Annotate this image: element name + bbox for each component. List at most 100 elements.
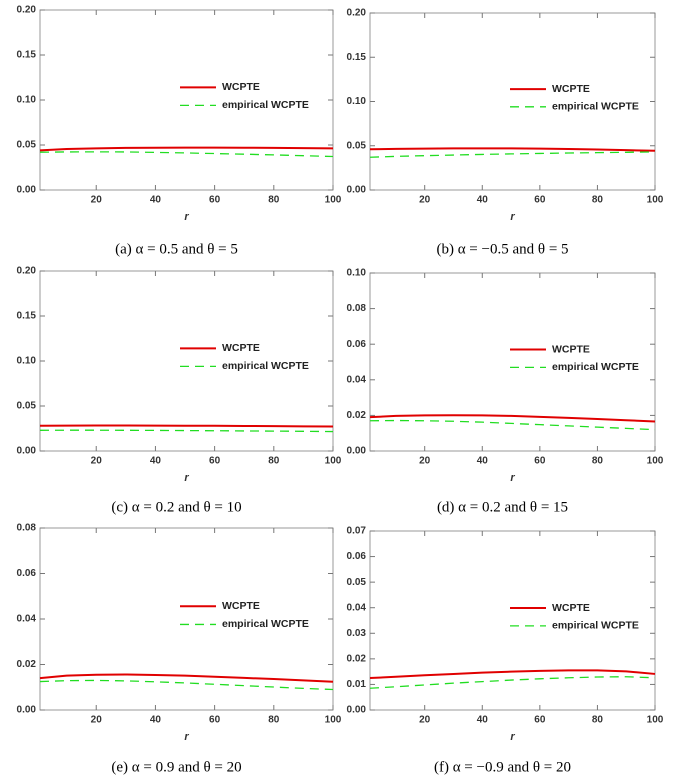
x-tick-label: 20 bbox=[419, 715, 431, 726]
legend-label: empirical WCPTE bbox=[552, 620, 639, 632]
y-tick-label: 0.00 bbox=[347, 185, 367, 196]
caption: (a) α = 0.5 and θ = 5 bbox=[115, 241, 238, 257]
y-tick-label: 0.06 bbox=[347, 339, 367, 350]
y-tick-label: 0.15 bbox=[347, 52, 367, 63]
y-tick-label: 0.10 bbox=[17, 95, 37, 106]
legend-label: WCPTE bbox=[222, 81, 260, 93]
y-tick-label: 0.00 bbox=[17, 446, 37, 457]
y-tick-label: 0.00 bbox=[347, 705, 367, 716]
x-tick-label: 100 bbox=[647, 456, 664, 467]
y-tick-label: 0.15 bbox=[17, 311, 37, 322]
y-tick-label: 0.10 bbox=[347, 96, 367, 107]
x-tick-label: 80 bbox=[592, 456, 604, 467]
y-tick-label: 0.05 bbox=[347, 577, 367, 588]
caption: (b) α = −0.5 and θ = 5 bbox=[436, 241, 568, 257]
x-tick-label: 80 bbox=[268, 715, 280, 726]
y-tick-label: 0.03 bbox=[347, 628, 367, 639]
series-line bbox=[369, 151, 656, 158]
x-tick-label: 40 bbox=[150, 715, 162, 726]
y-tick-label: 0.01 bbox=[347, 679, 367, 690]
x-axis-label: r bbox=[184, 731, 189, 743]
x-tick-label: 20 bbox=[91, 195, 103, 206]
y-tick-label: 0.15 bbox=[17, 50, 37, 61]
legend-label: empirical WCPTE bbox=[552, 101, 639, 113]
y-tick-label: 0.10 bbox=[17, 356, 37, 367]
y-tick-label: 0.08 bbox=[17, 523, 37, 534]
x-tick-label: 100 bbox=[325, 195, 342, 206]
series-line bbox=[369, 147, 656, 152]
x-tick-label: 80 bbox=[592, 195, 604, 206]
y-tick-label: 0.04 bbox=[347, 374, 367, 385]
y-tick-label: 0.06 bbox=[17, 568, 37, 579]
legend-label: WCPTE bbox=[222, 342, 260, 354]
caption: (e) α = 0.9 and θ = 20 bbox=[111, 759, 241, 775]
x-tick-label: 100 bbox=[325, 715, 342, 726]
series-line bbox=[39, 673, 334, 683]
caption: (c) α = 0.2 and θ = 10 bbox=[111, 499, 241, 515]
x-axis-label: r bbox=[184, 472, 189, 484]
y-tick-label: 0.05 bbox=[17, 140, 37, 151]
x-tick-label: 100 bbox=[647, 195, 664, 206]
series-line bbox=[369, 414, 656, 423]
x-tick-label: 60 bbox=[209, 456, 221, 467]
x-axis-label: r bbox=[510, 731, 515, 743]
y-tick-label: 0.05 bbox=[347, 140, 367, 151]
y-tick-label: 0.06 bbox=[347, 551, 367, 562]
y-tick-label: 0.10 bbox=[347, 268, 367, 279]
series-line bbox=[369, 669, 656, 680]
legend-label: WCPTE bbox=[552, 602, 590, 614]
series-line bbox=[369, 676, 656, 689]
x-axis-label: r bbox=[510, 472, 515, 484]
x-tick-label: 40 bbox=[477, 456, 489, 467]
legend-label: WCPTE bbox=[552, 83, 590, 95]
x-tick-label: 60 bbox=[534, 715, 546, 726]
x-tick-label: 60 bbox=[534, 456, 546, 467]
y-tick-label: 0.02 bbox=[347, 653, 367, 664]
series-line bbox=[39, 679, 334, 691]
x-tick-label: 40 bbox=[150, 195, 162, 206]
x-tick-label: 20 bbox=[91, 456, 103, 467]
x-tick-label: 40 bbox=[477, 195, 489, 206]
x-tick-label: 20 bbox=[419, 456, 431, 467]
y-tick-label: 0.04 bbox=[347, 602, 367, 613]
series-line bbox=[39, 424, 334, 428]
x-tick-label: 100 bbox=[325, 456, 342, 467]
caption: (d) α = 0.2 and θ = 15 bbox=[437, 499, 568, 515]
plot-frame bbox=[369, 530, 656, 711]
y-tick-label: 0.05 bbox=[17, 401, 37, 412]
y-tick-label: 0.02 bbox=[347, 410, 367, 421]
series-line bbox=[39, 151, 334, 158]
series-line bbox=[39, 146, 334, 152]
legend-label: WCPTE bbox=[222, 600, 260, 612]
y-tick-label: 0.02 bbox=[17, 659, 37, 670]
x-tick-label: 60 bbox=[534, 195, 546, 206]
y-tick-label: 0.00 bbox=[17, 185, 37, 196]
y-tick-label: 0.20 bbox=[17, 5, 37, 16]
legend-label: empirical WCPTE bbox=[222, 99, 309, 111]
y-tick-label: 0.00 bbox=[17, 705, 37, 716]
x-axis-label: r bbox=[184, 211, 189, 223]
x-tick-label: 40 bbox=[150, 456, 162, 467]
x-tick-label: 80 bbox=[268, 456, 280, 467]
y-tick-label: 0.07 bbox=[347, 526, 367, 537]
legend-label: empirical WCPTE bbox=[552, 361, 639, 373]
x-axis-label: r bbox=[510, 211, 515, 223]
caption: (f) α = −0.9 and θ = 20 bbox=[434, 759, 571, 775]
x-tick-label: 20 bbox=[91, 715, 103, 726]
y-tick-label: 0.00 bbox=[347, 446, 367, 457]
x-tick-label: 40 bbox=[477, 715, 489, 726]
series-line bbox=[39, 429, 334, 433]
x-tick-label: 60 bbox=[209, 195, 221, 206]
x-tick-label: 60 bbox=[209, 715, 221, 726]
legend-label: WCPTE bbox=[552, 343, 590, 355]
legend-label: empirical WCPTE bbox=[222, 618, 309, 630]
x-tick-label: 80 bbox=[592, 715, 604, 726]
x-tick-label: 80 bbox=[268, 195, 280, 206]
y-tick-label: 0.04 bbox=[17, 614, 37, 625]
plot-frame bbox=[369, 272, 656, 452]
x-tick-label: 20 bbox=[419, 195, 431, 206]
y-tick-label: 0.08 bbox=[347, 303, 367, 314]
y-tick-label: 0.20 bbox=[347, 8, 367, 19]
legend-label: empirical WCPTE bbox=[222, 360, 309, 372]
